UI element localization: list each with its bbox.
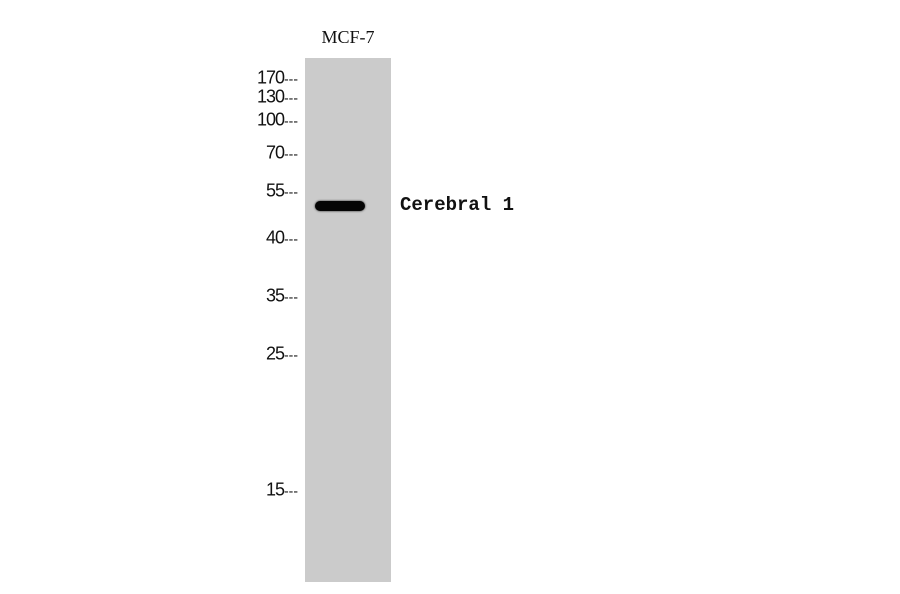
marker-tick: --- (284, 482, 298, 499)
marker-label: 25 (265, 343, 285, 364)
band-label: Cerebral 1 (400, 194, 515, 216)
marker-25: 25--- (266, 344, 298, 365)
marker-label: 100 (256, 109, 285, 130)
marker-15: 15--- (266, 480, 298, 501)
marker-label: 170 (256, 67, 285, 88)
marker-label: 70 (265, 142, 285, 163)
marker-35: 35--- (266, 286, 298, 307)
lane-label: MCF-7 (321, 27, 375, 47)
marker-tick: --- (284, 288, 298, 305)
marker-100: 100--- (257, 110, 298, 131)
marker-70: 70--- (266, 143, 298, 164)
blot-lane (305, 58, 391, 582)
marker-170: 170--- (257, 68, 298, 89)
marker-55: 55--- (266, 181, 298, 202)
marker-tick: --- (284, 112, 298, 129)
marker-tick: --- (284, 89, 298, 106)
protein-band (315, 201, 365, 211)
marker-tick: --- (284, 230, 298, 247)
marker-label: 40 (265, 227, 285, 248)
marker-label: 55 (265, 180, 285, 201)
marker-tick: --- (284, 70, 298, 87)
marker-tick: --- (284, 145, 298, 162)
marker-130: 130--- (257, 87, 298, 108)
marker-label: 130 (256, 86, 285, 107)
marker-label: 15 (265, 479, 285, 500)
marker-tick: --- (284, 346, 298, 363)
marker-40: 40--- (266, 228, 298, 249)
marker-label: 35 (265, 285, 285, 306)
marker-tick: --- (284, 183, 298, 200)
